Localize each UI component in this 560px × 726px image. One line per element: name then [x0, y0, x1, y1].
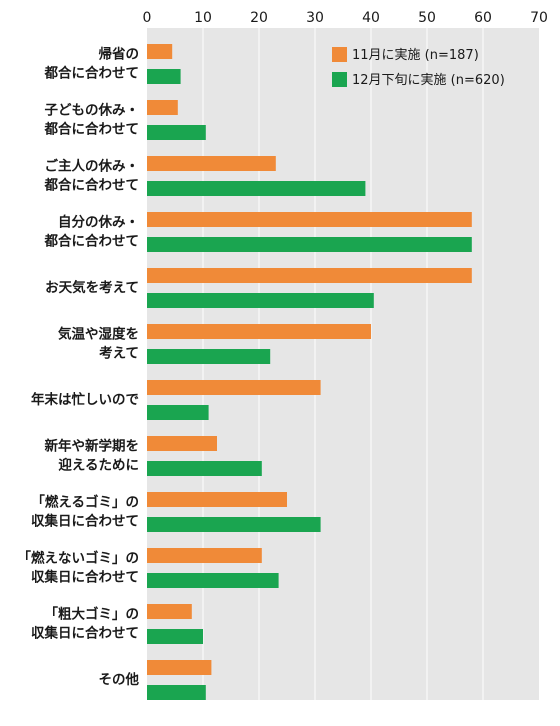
x-tick-label: 60	[474, 10, 492, 26]
category-label: 気温や湿度を	[58, 326, 139, 343]
bar-november-0	[147, 44, 173, 59]
bar-december-8	[147, 517, 321, 532]
category-label: 迎えるために	[58, 457, 139, 474]
bar-november-2	[147, 156, 276, 171]
category-label: 自分の休み・	[58, 214, 139, 231]
category-label: 「燃えるゴミ」の	[31, 494, 139, 511]
legend-swatch-december	[332, 72, 347, 87]
bar-december-3	[147, 237, 472, 252]
bar-november-8	[147, 492, 287, 507]
bar-november-10	[147, 604, 192, 619]
bar-december-11	[147, 685, 206, 700]
x-tick-label: 50	[418, 10, 436, 26]
bar-november-6	[147, 380, 321, 395]
category-label: 収集日に合わせて	[31, 569, 139, 586]
category-label: お天気を考えて	[45, 279, 139, 296]
bar-november-1	[147, 100, 178, 115]
legend-label-december: 12月下旬に実施 (n=620)	[352, 72, 505, 88]
category-label: 帰省の	[99, 46, 140, 63]
bar-december-2	[147, 181, 366, 196]
bar-december-10	[147, 629, 203, 644]
category-label: 都合に合わせて	[44, 121, 140, 138]
bar-december-1	[147, 125, 206, 140]
bar-december-6	[147, 405, 209, 420]
category-label: 年末は忙しいので	[31, 391, 139, 408]
legend-label-november: 11月に実施 (n=187)	[352, 47, 479, 63]
bar-december-0	[147, 69, 181, 84]
bars	[147, 44, 472, 700]
bar-november-9	[147, 548, 262, 563]
bar-november-7	[147, 436, 217, 451]
x-tick-label: 0	[143, 10, 152, 26]
x-tick-label: 20	[250, 10, 268, 26]
category-label: 子どもの休み・	[45, 102, 140, 119]
x-tick-label: 10	[194, 10, 212, 26]
category-label: 収集日に合わせて	[31, 513, 139, 530]
bar-november-4	[147, 268, 472, 283]
category-label: 「燃えないゴミ」の	[18, 550, 140, 567]
bar-december-9	[147, 573, 279, 588]
category-label: 都合に合わせて	[44, 177, 140, 194]
legend-swatch-november	[332, 47, 347, 62]
x-tick-label: 40	[362, 10, 380, 26]
bar-november-3	[147, 212, 472, 227]
bar-december-4	[147, 293, 374, 308]
category-label: ご主人の休み・	[45, 158, 140, 175]
legend: 11月に実施 (n=187) 12月下旬に実施 (n=620)	[332, 47, 505, 88]
x-tick-label: 30	[306, 10, 324, 26]
category-labels: 帰省の都合に合わせて子どもの休み・都合に合わせてご主人の休み・都合に合わせて自分…	[18, 46, 140, 689]
bar-december-7	[147, 461, 262, 476]
bar-november-11	[147, 660, 212, 675]
category-label: その他	[99, 671, 140, 688]
category-label: 「粗大ゴミ」の	[45, 606, 140, 623]
x-axis-tick-labels: 0 10 20 30 40 50 60 70	[143, 10, 548, 26]
x-tick-label: 70	[530, 10, 548, 26]
category-label: 考えて	[99, 345, 139, 362]
bar-november-5	[147, 324, 371, 339]
category-label: 都合に合わせて	[44, 65, 140, 82]
bar-december-5	[147, 349, 271, 364]
category-label: 都合に合わせて	[44, 233, 140, 250]
category-label: 収集日に合わせて	[31, 625, 139, 642]
category-label: 新年や新学期を	[45, 438, 140, 455]
